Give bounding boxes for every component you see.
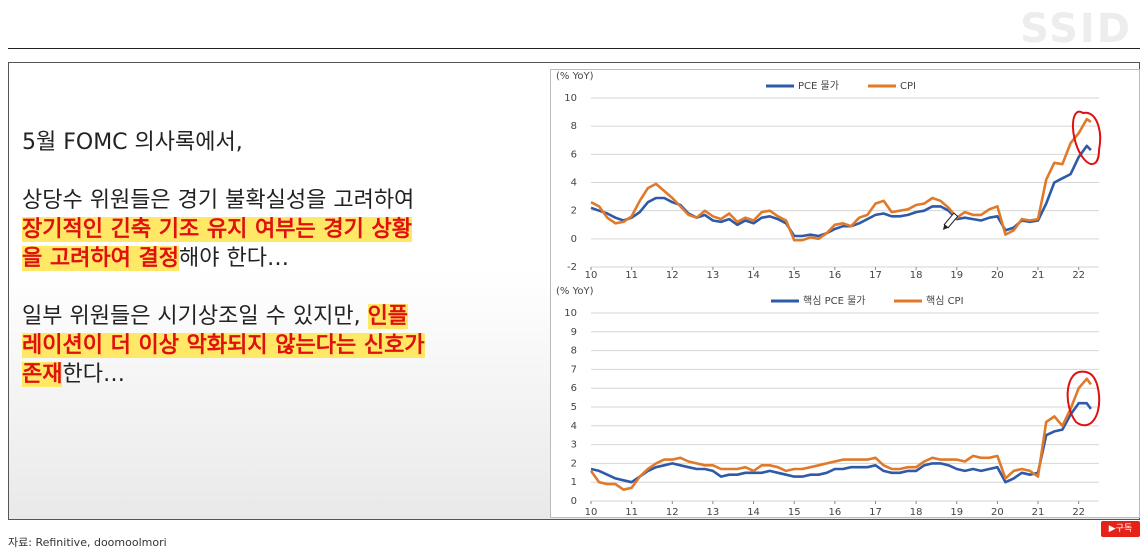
text-paragraph-2: 상당수 위원들은 경기 불확실성을 고려하여 장기적인 긴축 기조 유지 여부는… — [22, 186, 542, 273]
x-tick-label: 14 — [747, 270, 760, 281]
x-tick-label: 20 — [991, 270, 1004, 281]
y-tick-label: 1 — [571, 477, 577, 488]
x-tick-label: 19 — [950, 507, 963, 518]
p2-plain-1: 상당수 위원들은 경기 불확실성을 고려하여 — [22, 188, 415, 213]
text-line-1: 5월 FOMC 의사록에서, — [22, 128, 542, 157]
y-tick-label: 7 — [571, 364, 577, 375]
x-tick-label: 14 — [747, 507, 760, 518]
legend-label: 핵심 CPI — [926, 295, 964, 307]
y-tick-label: 0 — [571, 234, 577, 245]
p3-highlight-2: 레이션이 더 이상 악화되지 않는다는 신호가 — [22, 333, 425, 358]
x-tick-label: 15 — [788, 507, 801, 518]
subscribe-button[interactable]: ▶구독 — [1101, 521, 1140, 537]
x-tick-label: 16 — [828, 507, 841, 518]
p2-highlight-2: 을 고려하여 결정 — [22, 246, 179, 271]
series-line-cpi — [589, 377, 1092, 492]
p3-plain-1: 일부 위원들은 시기상조일 수 있지만, — [22, 304, 368, 329]
text-paragraph-3: 일부 위원들은 시기상조일 수 있지만, 인플 레이션이 더 이상 악화되지 않… — [22, 302, 542, 389]
x-tick-label: 11 — [625, 507, 638, 518]
p3-highlight-3: 존재 — [22, 362, 63, 387]
y-tick-label: 4 — [571, 178, 577, 189]
x-tick-label: 17 — [869, 507, 882, 518]
legend-label: CPI — [900, 81, 916, 92]
y-tick-label: 3 — [571, 440, 577, 451]
y-tick-label: -2 — [567, 262, 577, 273]
p3-plain-2: 한다… — [62, 362, 125, 387]
fomc-heading: 5월 FOMC 의사록에서, — [22, 130, 243, 155]
x-tick-label: 16 — [828, 270, 841, 281]
x-tick-label: 13 — [707, 507, 720, 518]
x-tick-label: 21 — [1032, 270, 1045, 281]
y-tick-label: 2 — [571, 206, 577, 217]
x-tick-label: 15 — [788, 270, 801, 281]
x-tick-label: 11 — [625, 270, 638, 281]
y-tick-label: 9 — [571, 327, 577, 338]
source-caption: 자료: Refinitive, doomoolmori — [8, 536, 167, 549]
x-tick-label: 10 — [585, 270, 598, 281]
y-tick-label: 8 — [571, 121, 577, 132]
y-tick-label: 6 — [571, 383, 577, 394]
y-tick-label: 0 — [571, 496, 577, 507]
y-axis-label: (% YoY) — [556, 71, 594, 82]
pencil-cursor-icon — [942, 212, 959, 230]
red-circle-annotation-bottom — [1066, 370, 1101, 427]
y-tick-label: 8 — [571, 346, 577, 357]
watermark-logo: SSID — [1020, 6, 1132, 52]
series-line-pce — [590, 144, 1092, 238]
x-tick-label: 17 — [869, 270, 882, 281]
y-tick-label: 10 — [564, 308, 577, 319]
x-tick-label: 13 — [707, 270, 720, 281]
top-bar: SSID — [0, 0, 1148, 52]
red-circle-annotation-top — [1071, 110, 1102, 165]
slide-text: 5월 FOMC 의사록에서, 상당수 위원들은 경기 불확실성을 고려하여 장기… — [22, 128, 542, 389]
p2-highlight-1: 장기적인 긴축 기조 유지 여부는 경기 상황 — [22, 217, 413, 242]
x-tick-label: 19 — [950, 270, 963, 281]
y-axis-label: (% YoY) — [556, 286, 594, 297]
header-divider — [8, 48, 1140, 49]
x-tick-label: 10 — [585, 507, 598, 518]
x-tick-label: 20 — [991, 507, 1004, 518]
annotations — [942, 110, 1102, 427]
x-tick-label: 22 — [1072, 270, 1085, 281]
x-tick-label: 12 — [666, 270, 679, 281]
p3-highlight-1: 인플 — [367, 304, 409, 329]
x-tick-label: 22 — [1072, 507, 1085, 518]
y-tick-label: 2 — [571, 458, 577, 469]
y-tick-label: 10 — [564, 93, 577, 104]
x-tick-label: 18 — [910, 270, 923, 281]
x-tick-label: 12 — [666, 507, 679, 518]
y-tick-label: 5 — [571, 402, 577, 413]
x-tick-label: 18 — [910, 507, 923, 518]
series-line-pce — [590, 401, 1092, 484]
series-line-cpi — [590, 117, 1092, 242]
charts-image: (% YoY) -2 0 2 4 6 8 10 10 11 12 13 14 15 16 17 18 19 20 21… — [550, 69, 1140, 518]
p2-plain-2: 해야 한다… — [179, 246, 289, 271]
chart-headline-inflation: (% YoY) -2 0 2 4 6 8 10 10 11 12 13 14 15 16 17 18 19 20 21… — [556, 71, 1099, 281]
x-tick-label: 21 — [1032, 507, 1045, 518]
legend-label: PCE 물가 — [798, 80, 839, 92]
y-tick-label: 4 — [571, 421, 577, 432]
y-tick-label: 6 — [571, 149, 577, 160]
legend-label: 핵심 PCE 물가 — [803, 295, 866, 307]
